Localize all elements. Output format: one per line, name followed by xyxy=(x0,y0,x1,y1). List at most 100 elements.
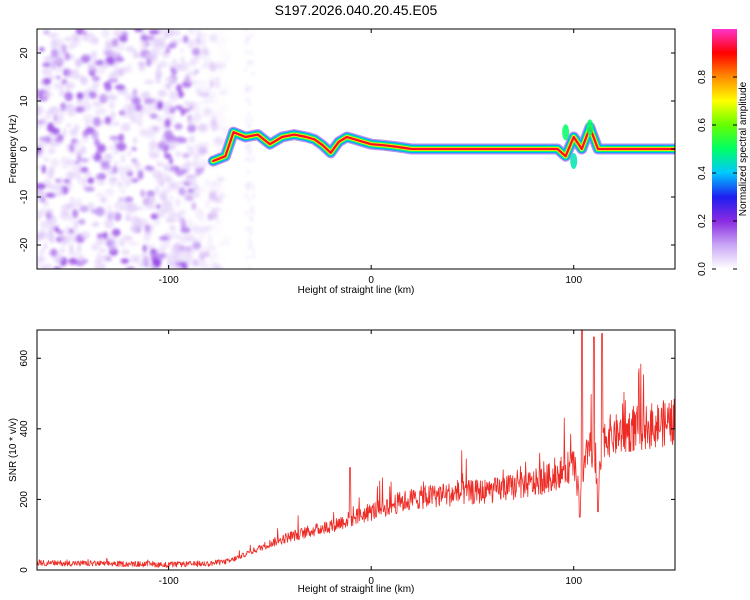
noise-blob xyxy=(59,248,66,253)
noise-blob xyxy=(108,72,117,82)
noise-blob xyxy=(111,228,121,237)
noise-blob xyxy=(69,243,74,253)
noise-blob xyxy=(182,82,192,87)
noise-blob xyxy=(108,101,116,110)
noise-blob xyxy=(249,231,253,237)
noise-blob xyxy=(251,193,255,199)
noise-blob xyxy=(40,248,45,255)
noise-blob xyxy=(225,41,233,48)
noise-blob xyxy=(110,50,119,58)
noise-blob xyxy=(212,98,222,109)
noise-blob xyxy=(80,76,89,85)
noise-blob xyxy=(116,142,127,152)
noise-blob xyxy=(156,101,164,110)
noise-blob xyxy=(247,35,251,41)
noise-blob xyxy=(52,187,64,196)
noise-blob xyxy=(135,53,143,58)
noise-blob xyxy=(77,148,82,157)
noise-blob xyxy=(69,158,75,163)
noise-blob xyxy=(152,39,160,48)
noise-blob xyxy=(38,190,46,198)
noise-blob xyxy=(161,105,170,113)
noise-blob xyxy=(197,258,207,268)
noise-blob xyxy=(219,192,227,198)
noise-blob xyxy=(215,216,221,225)
noise-blob xyxy=(146,244,155,250)
noise-blob xyxy=(248,244,252,250)
noise-blob xyxy=(56,48,64,58)
noise-blob xyxy=(116,43,125,52)
spectrogram-y-label: Frequency (Hz) xyxy=(8,115,19,184)
noise-blob xyxy=(39,47,45,52)
noise-blob xyxy=(107,145,117,150)
noise-blob xyxy=(109,243,117,252)
noise-blob xyxy=(203,58,214,68)
noise-blob xyxy=(48,75,55,80)
noise-blob xyxy=(199,33,208,38)
noise-blob xyxy=(41,164,46,174)
noise-blob xyxy=(71,73,83,80)
noise-blob xyxy=(140,93,149,98)
noise-blob xyxy=(89,51,97,60)
noise-blob xyxy=(121,240,125,247)
noise-blob xyxy=(159,60,168,68)
noise-blob xyxy=(200,100,205,106)
noise-blob xyxy=(120,188,126,194)
noise-blob xyxy=(67,251,79,256)
noise-blob xyxy=(221,210,229,221)
noise-blob xyxy=(131,146,137,152)
noise-blob xyxy=(65,103,73,110)
noise-blob xyxy=(187,146,195,157)
noise-blob xyxy=(248,100,252,106)
noise-blob xyxy=(131,97,141,105)
noise-blob xyxy=(116,165,127,175)
noise-blob xyxy=(191,202,197,211)
noise-blob xyxy=(188,29,195,35)
noise-blob xyxy=(50,141,59,147)
noise-blob xyxy=(180,56,186,64)
noise-blob xyxy=(244,144,248,150)
noise-blob xyxy=(58,91,66,97)
noise-blob xyxy=(65,123,72,128)
noise-blob xyxy=(150,248,156,254)
noise-blob xyxy=(244,210,248,216)
noise-blob xyxy=(133,117,143,125)
noise-blob xyxy=(222,256,228,266)
noise-blob xyxy=(175,242,182,250)
noise-blob xyxy=(50,248,58,257)
noise-blob xyxy=(168,206,175,212)
noise-blob xyxy=(166,211,172,217)
noise-blob xyxy=(46,83,52,93)
noise-blob xyxy=(125,45,135,53)
noise-blob xyxy=(209,254,214,262)
noise-blob xyxy=(175,136,184,143)
noise-blob xyxy=(165,100,173,108)
noise-blob xyxy=(249,226,253,232)
noise-blob xyxy=(85,126,95,135)
colorbar: 0.0 0.2 0.4 0.6 0.8 Normalized spectral ampl… xyxy=(697,29,749,276)
noise-blob xyxy=(150,48,159,58)
noise-blob xyxy=(246,185,250,191)
noise-blob xyxy=(186,256,193,267)
noise-blob xyxy=(158,236,169,241)
noise-blob xyxy=(166,216,175,223)
noise-blob xyxy=(154,186,160,195)
noise-blob xyxy=(174,123,183,130)
noise-blob xyxy=(73,220,79,230)
noise-blob xyxy=(250,32,254,38)
noise-blob xyxy=(91,76,101,82)
noise-blob xyxy=(180,226,191,234)
noise-blob xyxy=(93,116,101,127)
noise-blob xyxy=(99,196,108,203)
noise-blob xyxy=(51,38,59,48)
noise-blob xyxy=(102,231,108,240)
tick-label: 0 xyxy=(368,576,374,587)
spectrogram-x-label: Height of straight line (km) xyxy=(298,285,415,296)
noise-blob xyxy=(39,116,49,126)
ridge-lobe xyxy=(586,119,594,136)
noise-blob xyxy=(53,266,62,269)
noise-blob xyxy=(114,121,120,126)
noise-blob xyxy=(66,68,75,79)
noise-blob xyxy=(110,110,116,121)
noise-blob xyxy=(81,136,89,143)
